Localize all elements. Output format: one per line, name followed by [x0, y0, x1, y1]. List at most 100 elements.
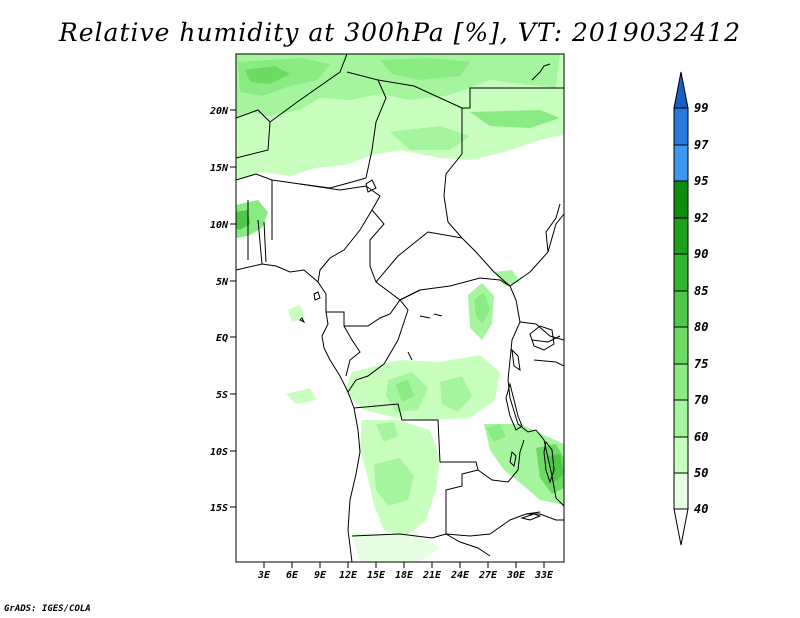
lat-label-10s: 10S [210, 447, 228, 458]
lon-label-21e: 21E [422, 570, 442, 581]
border-drc-zambia [477, 439, 525, 483]
humidity-patch-north-3 [245, 66, 290, 84]
border-libya-chad [377, 79, 463, 154]
lon-label-27e: 27E [478, 570, 498, 581]
lat-label-eq: EQ [216, 333, 228, 344]
border-angola-east [440, 461, 479, 534]
coast-gulf-of-guinea [236, 263, 355, 409]
lake-chad [365, 179, 377, 193]
humidity-patch-congo-north-core [474, 292, 490, 324]
lake-victoria [529, 325, 555, 351]
colorbar-label-85: 85 [694, 284, 708, 298]
colorbar-swatch-92-95 [673, 180, 689, 219]
colorbar-label-99: 99 [694, 101, 708, 115]
border-kenya-tanzania [533, 359, 564, 367]
humidity-patch-north-4 [470, 110, 560, 128]
lat-axis: 20N 15N 10N 5N EQ 5S 10S 15S [209, 106, 236, 514]
lon-label-6e: 6E [286, 570, 299, 581]
red-sea-coast [531, 63, 551, 81]
humidity-patch-north-5 [390, 126, 470, 150]
lon-label-18e: 18E [395, 570, 414, 581]
lake-congo-1 [419, 315, 431, 319]
colorbar: 40 50 60 70 75 80 85 90 92 95 97 99 [673, 71, 709, 546]
lon-label-30e: 30E [506, 570, 526, 581]
humidity-patch-congo-central-2 [440, 376, 472, 412]
colorbar-label-95: 95 [694, 174, 708, 188]
border-benin [263, 221, 267, 263]
colorbar-swatch-60-70 [673, 399, 689, 438]
lon-label-9e: 9E [314, 570, 327, 581]
lake-kariba [520, 513, 542, 521]
border-drc-east [507, 285, 537, 433]
border-malawi [535, 429, 564, 507]
border-burkina [236, 173, 367, 189]
lake-tanganyika [505, 382, 523, 431]
border-angola-north [353, 403, 441, 463]
humidity-patch-congo-central-3 [396, 380, 414, 402]
humidity-patch-east-5n [494, 270, 520, 286]
colorbar-label-80: 80 [694, 320, 708, 334]
colorbar-swatch-50-60 [673, 436, 689, 474]
lon-axis: 3E 6E 9E 12E 15E 18E 21E 24E 27E 30E 33E [257, 562, 554, 581]
colorbar-label-75: 75 [694, 357, 708, 371]
colorbar-bottom-triangle [673, 508, 689, 546]
chart-title: Relative humidity at 300hPa [%], VT: 201… [58, 18, 742, 47]
border-zambia-south [445, 511, 541, 537]
colorbar-swatch-70-75 [673, 363, 689, 401]
humidity-patch-south-1 [352, 532, 440, 562]
lat-label-10n: 10N [210, 220, 229, 231]
border-algeria-south [236, 54, 348, 123]
humidity-patch-north-2 [380, 58, 470, 80]
lat-label-15n: 15N [210, 163, 229, 174]
colorbar-swatch-97-99 [673, 107, 689, 146]
lake-mweru [509, 450, 517, 468]
border-niger-libya [346, 71, 387, 179]
humidity-patch-angola-core-1 [374, 458, 414, 506]
lat-label-15s: 15S [210, 503, 228, 514]
colorbar-swatch-90-92 [673, 217, 689, 255]
border-mali-niger [236, 121, 271, 159]
colorbar-swatch-75-80 [673, 326, 689, 365]
humidity-field [236, 54, 564, 562]
lon-label-3e: 3E [257, 570, 271, 581]
border-togo-benin [257, 219, 263, 265]
lake-congo-2 [433, 313, 443, 317]
colorbar-label-70: 70 [694, 393, 708, 407]
border-gabon-congo [343, 325, 361, 377]
border-ethiopia [545, 203, 561, 253]
coast-angola [347, 407, 361, 562]
border-chad-cameroon [369, 209, 385, 283]
humidity-patch-gulf [288, 305, 305, 322]
border-egypt-sudan [462, 87, 564, 109]
border-namibia [351, 533, 447, 539]
border-congo-drc [347, 299, 409, 393]
island-principe [299, 317, 306, 324]
colorbar-swatch-80-85 [673, 290, 689, 328]
lat-label-5s: 5S [216, 390, 228, 401]
lat-label-5n: 5N [216, 277, 229, 288]
border-chad-car [375, 231, 463, 283]
lon-label-12e: 12E [339, 570, 358, 581]
colorbar-label-60: 60 [694, 430, 708, 444]
humidity-patch-coast-5s [286, 388, 316, 404]
colorbar-label-92: 92 [694, 211, 708, 225]
border-nigeria-cameroon [317, 209, 373, 283]
lon-label-33e: 33E [534, 570, 554, 581]
humidity-region-west-coast [236, 200, 268, 238]
colorbar-swatch-85-90 [673, 253, 689, 292]
colorbar-label-90: 90 [694, 247, 708, 261]
lake-congo-3 [407, 351, 413, 361]
colorbar-swatch-40-50 [673, 472, 689, 510]
island-bioko [313, 291, 321, 301]
border-uganda-kenya [531, 335, 561, 343]
border-car-drc [399, 289, 421, 301]
borders [236, 54, 564, 562]
grads-credit: GrADS: IGES/COLA [4, 604, 91, 614]
lat-label-20n: 20N [209, 106, 229, 117]
colorbar-label-40: 40 [694, 502, 708, 516]
humidity-patch-west-coast-core [236, 210, 250, 230]
humidity-patch-east-9s [486, 424, 506, 442]
border-nigeria-niger [299, 183, 381, 211]
lon-label-15e: 15E [367, 570, 386, 581]
